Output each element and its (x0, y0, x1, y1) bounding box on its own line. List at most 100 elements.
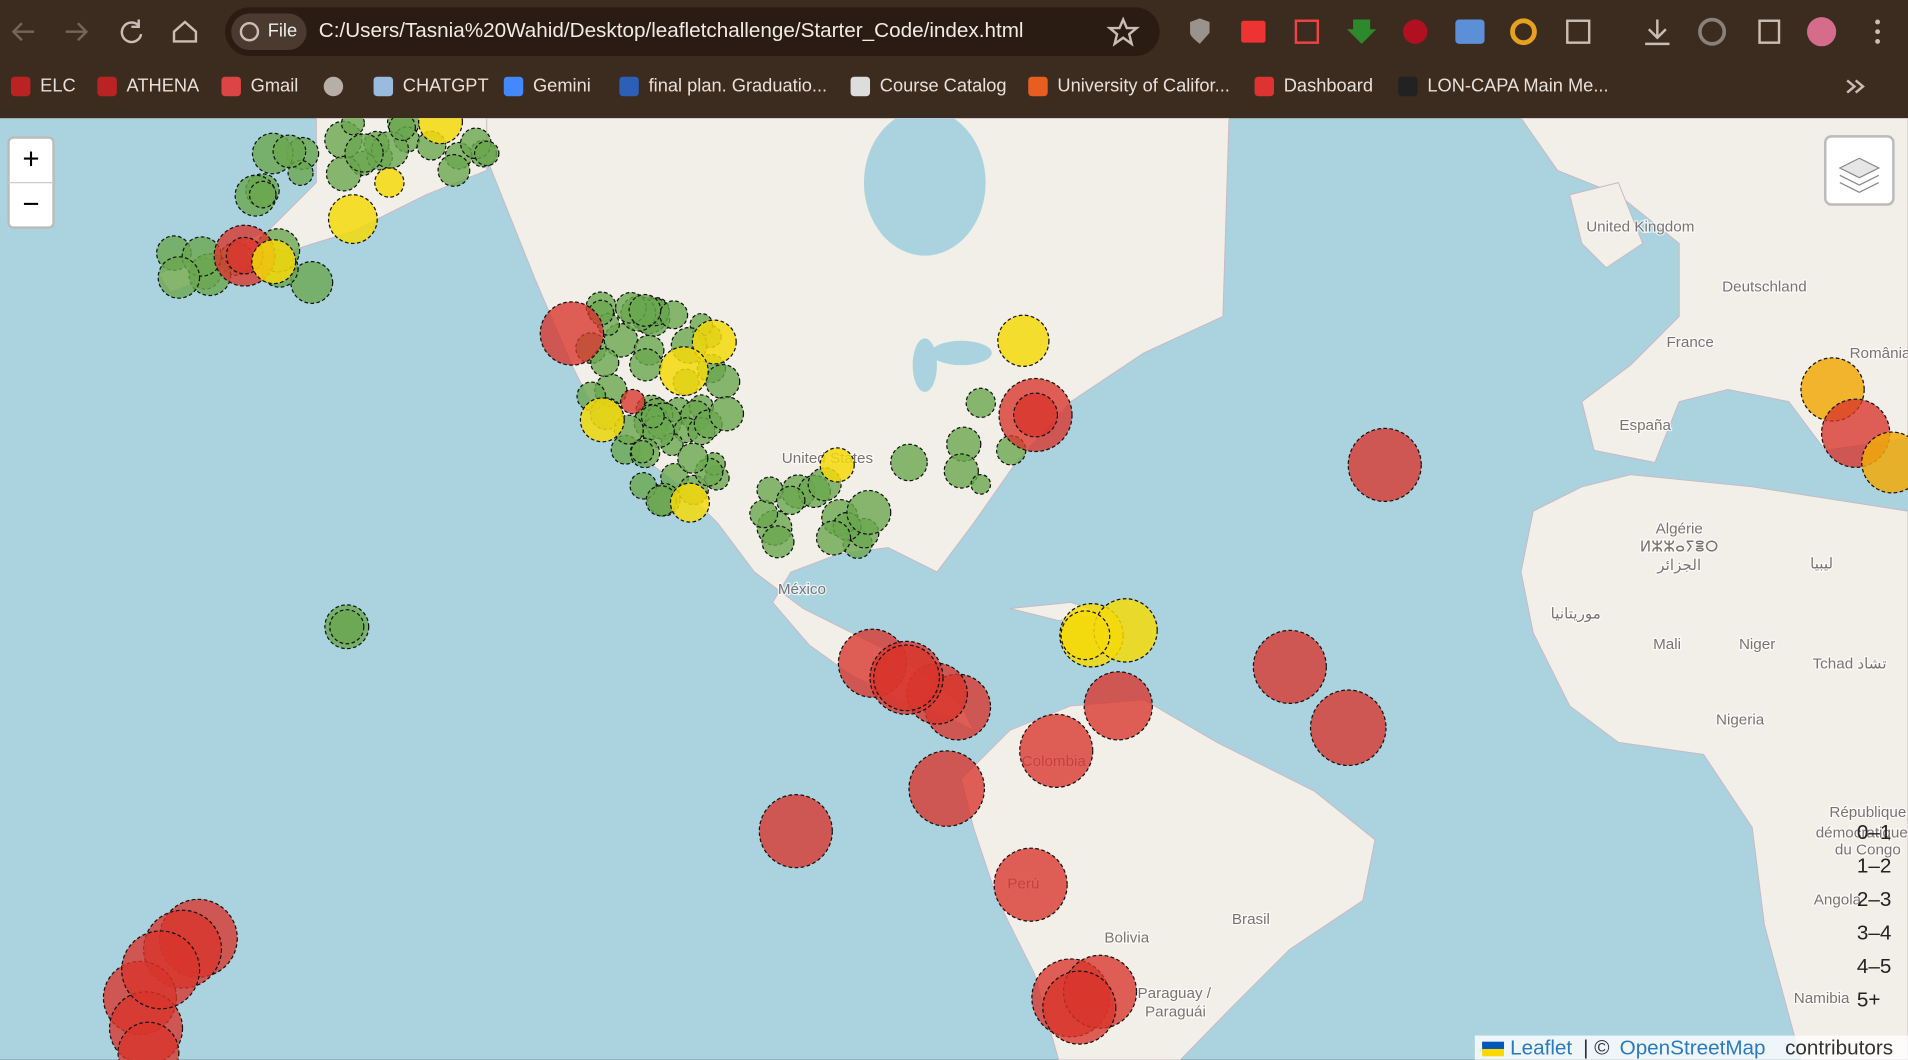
earthquake-marker[interactable] (327, 194, 378, 245)
flag-icon (1482, 1048, 1505, 1057)
bookmark[interactable]: Gemini (533, 74, 591, 95)
earthquake-marker[interactable] (473, 140, 500, 167)
profile-avatar[interactable] (1807, 17, 1837, 47)
earthquake-marker[interactable] (1060, 610, 1111, 661)
earthquake-marker[interactable] (943, 453, 979, 489)
back-button[interactable] (11, 22, 35, 42)
bookmark-star[interactable] (1106, 16, 1140, 47)
zoom-out[interactable]: − (23, 188, 40, 220)
earthquake-marker[interactable] (539, 301, 605, 366)
extension-icon[interactable] (1190, 18, 1210, 44)
osm-link[interactable]: OpenStreetMap (1620, 1036, 1766, 1059)
earthquake-marker[interactable] (819, 447, 855, 483)
earthquake-marker[interactable] (121, 930, 201, 1010)
earthquake-marker[interactable] (749, 499, 779, 529)
bookmark[interactable]: Course Catalog (880, 74, 1007, 95)
downloads-button[interactable] (1645, 19, 1670, 46)
earthquake-marker[interactable] (640, 404, 665, 429)
reload-button[interactable] (120, 19, 143, 44)
earthquake-marker[interactable] (659, 300, 689, 330)
map-label: Mali (1653, 636, 1681, 653)
bookmark[interactable]: final plan. Graduatio... (649, 74, 828, 95)
address-bar[interactable] (225, 7, 1160, 57)
earthquake-marker[interactable] (993, 847, 1068, 922)
earthquake-marker[interactable] (677, 442, 709, 474)
bookmark[interactable]: University of Califor... (1057, 74, 1229, 95)
zoom-in[interactable]: + (23, 143, 40, 175)
earthquake-marker[interactable] (873, 644, 941, 712)
bookmark[interactable]: Gmail (251, 74, 299, 95)
earthquake-marker[interactable] (1013, 392, 1059, 438)
earthquake-marker[interactable] (251, 239, 297, 285)
layers-icon (1838, 157, 1881, 179)
extension-icon[interactable] (1294, 19, 1320, 44)
earthquake-marker[interactable] (340, 112, 365, 136)
earthquake-marker[interactable] (579, 397, 625, 443)
forward-button[interactable] (65, 22, 89, 42)
earthquake-marker[interactable] (1252, 629, 1327, 705)
bookmark[interactable]: Dashboard (1284, 74, 1373, 95)
map-label: Algérie (1656, 520, 1703, 537)
home-button[interactable] (172, 20, 198, 43)
map-label: Deutschland (1722, 278, 1807, 295)
earthquake-marker[interactable] (248, 180, 277, 209)
earthquake-marker[interactable] (1309, 689, 1387, 767)
earthquake-marker[interactable] (908, 750, 986, 827)
earthquake-marker[interactable] (705, 363, 741, 400)
earthquake-marker[interactable] (344, 133, 384, 173)
earthquake-marker[interactable] (1019, 713, 1094, 788)
zoom-control: + − (7, 136, 55, 229)
extension-icon[interactable] (1241, 20, 1266, 43)
earthquake-marker[interactable] (658, 346, 709, 397)
map-label: France (1667, 334, 1714, 351)
earthquake-marker[interactable] (997, 314, 1050, 367)
earthquake-marker[interactable] (815, 520, 852, 556)
earthquake-marker[interactable] (329, 609, 365, 645)
map[interactable]: United Kingdom Deutschland France España Rom… (0, 100, 1908, 1060)
earthquake-marker[interactable] (691, 319, 737, 365)
earthquake-marker[interactable] (890, 443, 928, 482)
google-icon[interactable] (1698, 17, 1727, 46)
extension-icon[interactable] (1403, 19, 1428, 44)
earthquake-marker[interactable] (619, 388, 646, 415)
extension-icon[interactable] (1455, 19, 1485, 44)
earthquake-marker[interactable] (437, 153, 471, 187)
earthquake-marker[interactable] (708, 396, 745, 432)
earthquake-marker[interactable] (157, 256, 201, 299)
earthquake-marker[interactable] (417, 100, 463, 145)
map-label: Paraguay / (1137, 985, 1211, 1002)
layers-control[interactable] (1824, 135, 1895, 206)
earthquake-marker[interactable] (970, 474, 992, 495)
earthquake-marker[interactable] (590, 347, 620, 378)
more-bookmarks[interactable] (1846, 79, 1865, 94)
earthquake-marker[interactable] (117, 1021, 180, 1060)
bookmark[interactable]: LON-CAPA Main Me... (1427, 74, 1608, 95)
earthquake-marker[interactable] (761, 525, 795, 559)
leaflet-link[interactable]: Leaflet (1510, 1036, 1572, 1059)
bookmark[interactable]: CHATGPT (403, 74, 489, 95)
earthquake-marker[interactable] (629, 348, 663, 382)
earthquake-marker[interactable] (1083, 671, 1153, 741)
earthquake-marker[interactable] (846, 489, 892, 535)
earthquake-marker[interactable] (1042, 970, 1117, 1045)
earthquake-marker[interactable] (388, 114, 416, 141)
extension-icon[interactable] (1510, 18, 1537, 46)
earthquake-marker[interactable] (374, 167, 405, 198)
earthquake-marker[interactable] (965, 387, 996, 419)
menu-button[interactable] (1875, 19, 1881, 44)
earthquake-marker[interactable] (776, 485, 806, 516)
earthquake-marker[interactable] (1861, 431, 1908, 494)
earthquake-marker[interactable] (1347, 427, 1422, 503)
earthquake-marker[interactable] (630, 439, 655, 464)
bookmark[interactable]: ELC (40, 74, 76, 95)
extensions-button[interactable] (1566, 19, 1591, 44)
earthquake-marker[interactable] (628, 293, 662, 327)
earthquake-marker[interactable] (669, 482, 711, 523)
extension-icon[interactable] (1347, 19, 1377, 44)
earthquake-marker[interactable] (272, 134, 307, 169)
earthquake-marker[interactable] (290, 260, 334, 304)
bookmark[interactable]: ATHENA (127, 74, 200, 95)
globe-icon[interactable] (323, 76, 344, 97)
side-panel-button[interactable] (1758, 19, 1781, 44)
earthquake-marker[interactable] (758, 794, 833, 869)
